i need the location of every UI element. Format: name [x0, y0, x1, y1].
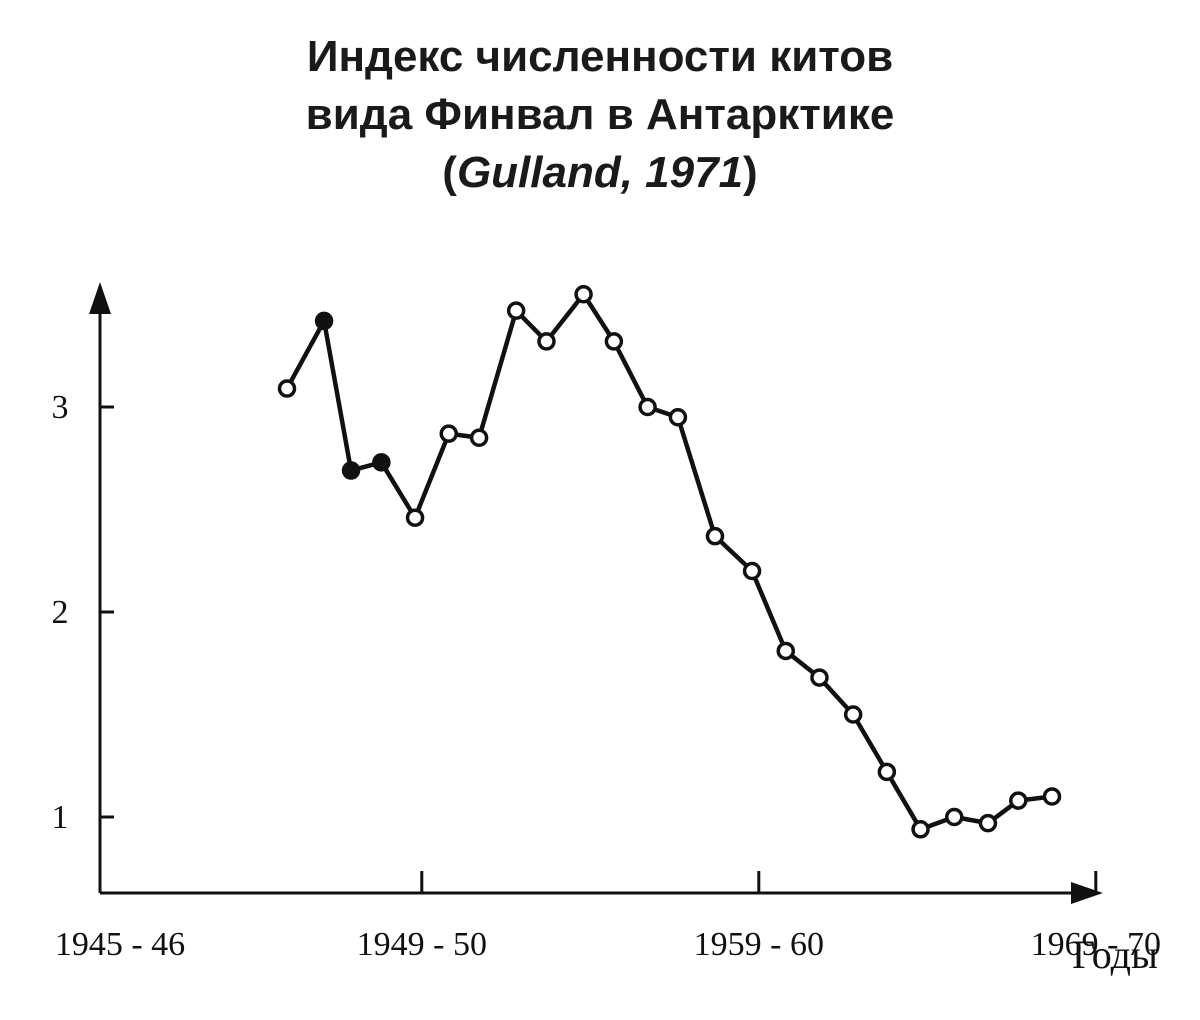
- x-tick-label: 1969 - 70: [1031, 926, 1161, 963]
- series-polyline: [284, 292, 1055, 832]
- data-point: [705, 526, 725, 546]
- x-tick-label: 1945 - 46: [55, 926, 185, 963]
- data-point: [1042, 787, 1062, 806]
- data-point: [638, 397, 657, 417]
- data-point: [668, 408, 688, 427]
- data-point: [439, 424, 459, 443]
- title-line-3: (Gulland, 1971): [0, 144, 1200, 202]
- x-tick-label: 1959 - 60: [694, 926, 824, 963]
- y-tick-label: 3: [52, 389, 69, 426]
- data-point: [314, 311, 334, 331]
- data-point: [604, 332, 624, 351]
- x-axis-arrow: [1071, 882, 1103, 904]
- ticks: 1 2 3 1945 - 46 1949 - 50 1959 - 60 1969 - 70: [52, 389, 1161, 963]
- data-point: [776, 641, 796, 661]
- data-point: [810, 668, 829, 687]
- data-point: [574, 285, 593, 304]
- x-tick-label: 1949 - 50: [357, 926, 487, 963]
- data-point: [742, 561, 762, 581]
- data-point: [277, 379, 297, 398]
- title-line-2: вида Финвал в Антарктике: [305, 90, 895, 139]
- y-tick-label: 1: [52, 799, 69, 836]
- chart-title: Индекс численности китов вида Финвал в А…: [0, 28, 1200, 202]
- subtitle-open: (: [442, 148, 457, 197]
- data-point: [911, 820, 930, 839]
- data-point: [537, 332, 556, 351]
- data-point: [341, 461, 361, 480]
- series-line: [284, 292, 1055, 832]
- data-point: [405, 508, 425, 527]
- data-point: [372, 453, 391, 472]
- y-axis-arrow: [89, 282, 111, 314]
- data-point: [945, 807, 964, 827]
- data-point: [978, 813, 998, 833]
- data-point: [469, 428, 489, 447]
- data-point: [877, 762, 897, 782]
- x-axis-label: Годы: [1072, 932, 1158, 977]
- subtitle-close: ): [743, 148, 758, 197]
- y-tick-label: 2: [52, 594, 69, 631]
- title-line-1: Индекс численности китов: [306, 32, 894, 81]
- data-point: [843, 705, 863, 724]
- data-point: [1009, 791, 1028, 810]
- data-points: [277, 285, 1062, 839]
- subtitle-author: Gulland, 1971: [456, 148, 744, 197]
- data-point: [506, 301, 526, 320]
